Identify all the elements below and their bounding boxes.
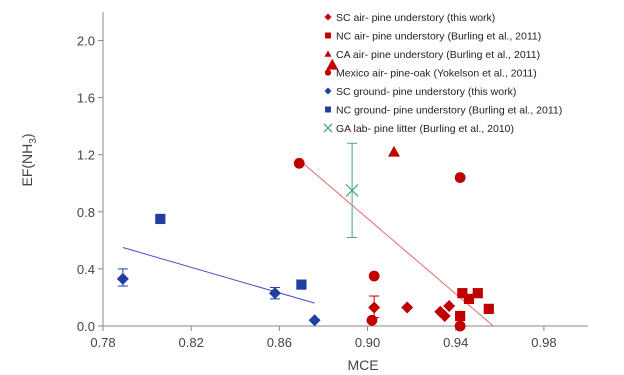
diamond-marker (368, 301, 381, 314)
y-tick-label: 1.2 (77, 148, 95, 163)
triangle-marker (388, 145, 400, 157)
legend-entry-label: CA air- pine understory (Burling et al.,… (336, 49, 540, 61)
circle-marker (293, 157, 305, 169)
square-marker (463, 293, 475, 304)
x-axis-title: MCE (347, 357, 378, 373)
x-tick-label: 0.94 (443, 335, 468, 350)
diamond-marker (116, 272, 129, 285)
diamond-marker (443, 300, 456, 313)
legend-entry-label: Mexico air- pine-oak (Yokelson et al., 2… (336, 68, 537, 80)
square-marker (457, 288, 468, 299)
axes: 0.78 0.82 0.86 0.90 0.94 0.98 0.0 0.4 0.8 1.2 1.6 2… (77, 12, 588, 350)
y-tick-label: 1.6 (77, 91, 95, 106)
legend-entry-label: NC air- pine understory (Burling et al.,… (336, 31, 541, 43)
trendline (122, 247, 315, 304)
x-marker (323, 123, 333, 133)
square-marker (296, 279, 307, 290)
triangle-marker (324, 50, 332, 57)
y-tick-label: 0.0 (77, 319, 95, 334)
square-marker (483, 303, 494, 314)
legend-entry-label: SC ground- pine understory (this work) (336, 86, 516, 98)
circle-marker (368, 270, 380, 282)
data-points (116, 58, 494, 332)
x-marker-stroke (323, 123, 333, 133)
x-tick-label: 0.82 (179, 335, 204, 350)
trendline (301, 161, 494, 327)
circle-marker (454, 320, 466, 332)
legend-entry-label: NC ground- pine understory (Burling et a… (336, 105, 562, 117)
diamond-marker (401, 301, 414, 314)
x-marker-stroke (345, 183, 359, 197)
error-bars (117, 142, 380, 318)
y-axis-title-end: ) (19, 133, 35, 138)
square-marker (472, 288, 483, 299)
diamond-marker (324, 87, 332, 95)
legend-entry-label: SC air- pine understory (this work) (336, 12, 495, 24)
x-marker (345, 183, 359, 197)
square-marker (455, 310, 466, 322)
triangle-marker (326, 58, 339, 70)
y-tick-label: 0.8 (77, 205, 95, 220)
circle-marker (324, 69, 332, 76)
circle-marker (454, 172, 466, 183)
diamond-marker (268, 287, 281, 300)
y-axis-title-sub: 3 (28, 138, 39, 144)
diamond-marker (308, 314, 321, 327)
x-tick-label: 0.86 (267, 335, 292, 350)
square-marker (325, 106, 331, 113)
square-marker (155, 213, 166, 225)
trendlines (122, 161, 494, 327)
diamond-marker (324, 13, 332, 21)
circle-marker (366, 314, 378, 326)
y-tick-label: 0.4 (77, 262, 95, 277)
x-tick-label: 0.98 (531, 335, 556, 350)
x-tick-label: 0.90 (355, 335, 380, 350)
x-tick-label: 0.78 (90, 335, 115, 350)
legend: SC air- pine understory (this work) NC ai… (323, 12, 562, 135)
y-axis-title: EF(NH3) (19, 133, 39, 186)
y-tick-label: 2.0 (77, 34, 95, 49)
diamond-marker (438, 310, 451, 323)
legend-entry-label: GA lab- pine litter (Burling et al., 201… (336, 123, 514, 135)
square-marker (325, 32, 331, 39)
y-axis-title-base: EF(NH (19, 144, 35, 187)
